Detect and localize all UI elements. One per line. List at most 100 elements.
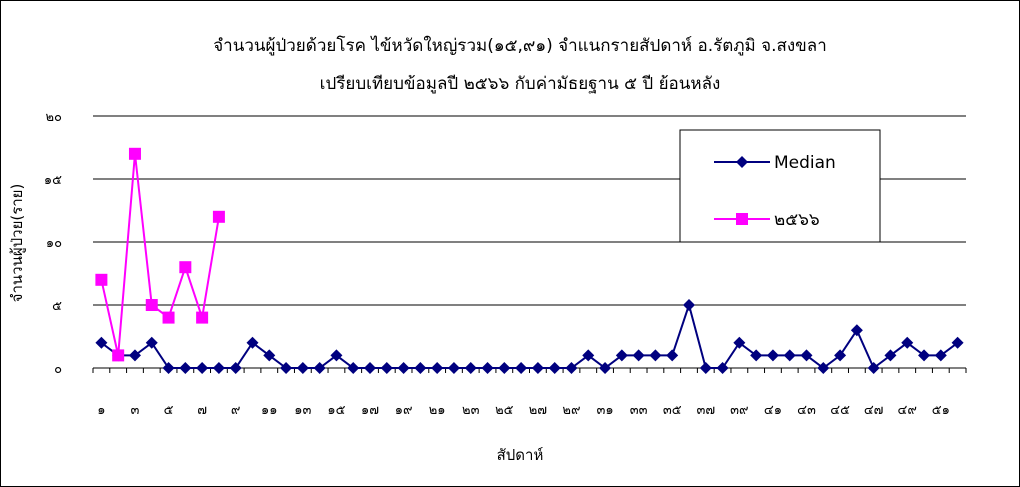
- data-point: [364, 362, 377, 374]
- x-tick-label: ๒๑: [429, 403, 446, 418]
- x-tick-label: ๗: [197, 403, 207, 418]
- series-line: [100, 153, 220, 356]
- data-point: [112, 349, 125, 362]
- x-tick-label: ๑๙: [395, 403, 413, 418]
- data-point: [145, 336, 158, 349]
- data-point: [733, 336, 746, 349]
- x-tick-label: ๒๕: [495, 403, 514, 418]
- data-point: [397, 362, 410, 374]
- x-axis-title: สัปดาห์: [497, 446, 544, 464]
- y-tick-label: ๕: [52, 299, 62, 314]
- data-point: [498, 362, 511, 374]
- data-point: [884, 349, 897, 362]
- legend-label: Median: [774, 153, 836, 173]
- data-point: [179, 362, 192, 374]
- data-point: [800, 349, 813, 362]
- x-tick-label: ๕๑: [932, 403, 950, 418]
- y-tick-label: ๐: [54, 362, 62, 377]
- x-tick-label: ๑๑: [261, 403, 278, 418]
- chart-title: จำนวนผู้ป่วยด้วยโรค ไข้หวัดใหญ่รวม(๑๕,๙๑…: [213, 35, 827, 56]
- y-tick-label: ๒๐: [45, 110, 62, 125]
- data-point: [582, 349, 595, 362]
- x-axis-ticks: ๑๓๕๗๙๑๑ ๑๓ ๑๕ ๑๗ ๑๙ ๒๑ ๒๓ ๒๕ ๒๗ ๒๙ ๓๑ ๓๓ ๓๕ ๓๗ ๓๙ ๔๑ ๔๓๔…: [97, 403, 950, 418]
- series-layer: [95, 147, 964, 374]
- data-point: [145, 299, 158, 311]
- data-point: [565, 362, 578, 374]
- x-tick-label: ๔๕: [830, 403, 850, 418]
- data-point: [867, 362, 880, 374]
- data-point: [414, 362, 427, 374]
- data-point: [901, 336, 914, 349]
- data-point: [531, 362, 544, 374]
- data-point: [817, 362, 830, 374]
- data-point: [918, 349, 931, 362]
- data-point: [263, 349, 276, 362]
- series-0: [95, 299, 964, 374]
- x-tick-label: ๓๓: [630, 403, 648, 418]
- data-point: [128, 349, 141, 362]
- data-point: [196, 362, 209, 374]
- data-point: [347, 362, 360, 374]
- x-tick-label: ๔๗: [864, 403, 884, 418]
- x-tick-label: ๔๓: [797, 403, 816, 418]
- data-point: [431, 362, 444, 374]
- legend-label: ๒๕๖๖: [774, 210, 820, 230]
- y-axis-ticks: ๐ ๕ ๑๐ ๑๕ ๒๐: [44, 110, 62, 377]
- x-tick-label: ๕: [164, 403, 174, 418]
- data-point: [246, 336, 259, 349]
- data-point: [162, 362, 175, 374]
- data-point: [615, 349, 628, 362]
- x-tick-label: ๓๗: [696, 403, 715, 418]
- series-1: [95, 147, 225, 362]
- legend: Median ๒๕๖๖: [679, 129, 881, 243]
- data-point: [699, 362, 712, 374]
- data-point: [95, 336, 108, 349]
- x-tick-label: ๓๕: [663, 403, 682, 418]
- data-point: [162, 311, 175, 324]
- data-point: [515, 362, 528, 374]
- data-point: [280, 362, 293, 374]
- x-tick-label: ๒๓: [462, 403, 480, 418]
- data-point: [599, 362, 612, 374]
- data-point: [380, 362, 393, 374]
- data-point: [229, 362, 242, 374]
- data-point: [447, 362, 460, 374]
- data-point: [834, 349, 847, 362]
- data-point: [934, 349, 947, 362]
- data-point: [128, 147, 141, 160]
- data-point: [212, 362, 225, 374]
- data-point: [632, 349, 645, 362]
- y-axis-title: จำนวนผู้ป่วย(ราย): [8, 184, 26, 303]
- x-tick-label: ๑: [97, 403, 105, 418]
- data-point: [481, 362, 494, 374]
- data-point: [766, 349, 779, 362]
- data-point: [296, 362, 309, 374]
- x-tick-label: ๓: [131, 403, 140, 418]
- data-point: [313, 362, 326, 374]
- x-tick-label: ๔๙: [898, 403, 917, 418]
- legend-box: [679, 129, 881, 243]
- x-tick-label: ๓๙: [730, 403, 748, 418]
- legend-marker: [736, 213, 748, 225]
- data-point: [783, 349, 796, 362]
- data-point: [212, 210, 225, 223]
- data-point: [464, 362, 477, 374]
- data-point: [850, 324, 863, 337]
- x-tick-label: ๑๗: [361, 403, 379, 418]
- data-point: [95, 273, 108, 286]
- x-tick-label: ๒๗: [529, 403, 547, 418]
- legend-marker: [736, 156, 748, 168]
- data-point: [649, 349, 662, 362]
- chart-subtitle: เปรียบเทียบข้อมูลปี ๒๕๖๖ กับค่ามัธยฐาน ๕…: [320, 74, 721, 94]
- x-tick-label: ๒๙: [562, 403, 580, 418]
- data-point: [951, 336, 964, 349]
- data-point: [548, 362, 561, 374]
- x-tick-label: ๙: [231, 403, 241, 418]
- data-point: [750, 349, 763, 362]
- series-line: [100, 301, 959, 370]
- x-tick-label: ๑๓: [294, 403, 311, 418]
- data-point: [682, 299, 695, 311]
- y-tick-label: ๑๕: [44, 173, 62, 188]
